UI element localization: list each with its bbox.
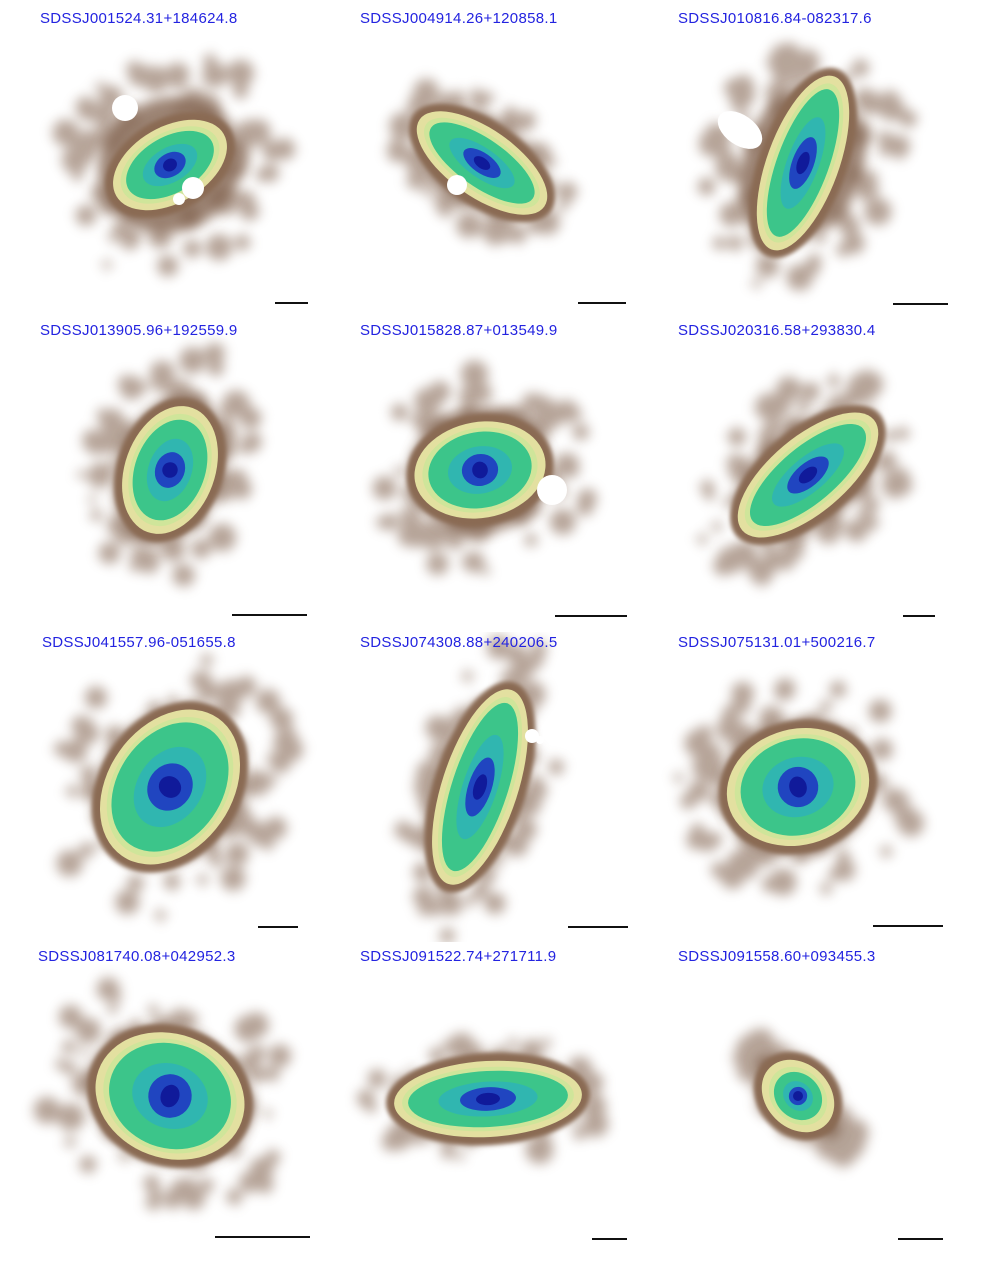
scale-bar	[258, 926, 298, 928]
scale-bar	[555, 615, 627, 617]
scale-bar	[898, 1238, 943, 1240]
galaxy-image	[394, 635, 564, 942]
galaxy-panel: SDSSJ091522.74+271711.9	[330, 946, 650, 1256]
galaxy-name-label: SDSSJ020316.58+293830.4	[678, 322, 876, 339]
galaxy-name-label: SDSSJ010816.84-082317.6	[678, 10, 872, 27]
galaxy-image	[54, 654, 304, 921]
galaxy-panel: SDSSJ020316.58+293830.4	[648, 320, 968, 630]
galaxy-image	[673, 678, 924, 896]
galaxy-name-label: SDSSJ001524.31+184624.8	[40, 10, 238, 27]
galaxy-image	[387, 78, 578, 246]
scale-bar	[275, 302, 308, 304]
galaxy-image	[77, 342, 262, 587]
galaxy-panel: SDSSJ010816.84-082317.6	[648, 8, 968, 318]
galaxy-panel: SDSSJ013905.96+192559.9	[10, 320, 330, 630]
scale-bar	[568, 926, 628, 928]
galaxy-name-label: SDSSJ015828.87+013549.9	[360, 322, 558, 339]
galaxy-name-label: SDSSJ081740.08+042952.3	[38, 948, 236, 965]
scale-bar	[578, 302, 626, 304]
scale-bar	[893, 303, 948, 305]
galaxy-image	[33, 977, 292, 1211]
galaxy-name-label: SDSSJ091558.60+093455.3	[678, 948, 876, 965]
galaxy-name-label: SDSSJ074308.88+240206.5	[360, 634, 558, 651]
galaxy-name-label: SDSSJ091522.74+271711.9	[360, 948, 557, 965]
scale-bar	[873, 925, 943, 927]
galaxy-name-label: SDSSJ013905.96+192559.9	[40, 322, 238, 339]
galaxy-name-label: SDSSJ041557.96-051655.8	[42, 634, 236, 651]
galaxy-image	[52, 53, 296, 277]
galaxy-panel: SDSSJ091558.60+093455.3	[648, 946, 968, 1256]
galaxy-name-label: SDSSJ075131.01+500216.7	[678, 634, 876, 651]
galaxy-panel: SDSSJ041557.96-051655.8	[10, 632, 330, 942]
galaxy-image	[697, 42, 917, 291]
scale-bar	[215, 1236, 310, 1238]
scale-bar	[232, 614, 307, 616]
galaxy-panel: SDSSJ004914.26+120858.1	[330, 8, 650, 318]
galaxy-name-label: SDSSJ004914.26+120858.1	[360, 10, 558, 27]
scale-bar	[903, 615, 935, 617]
galaxy-image	[372, 360, 597, 576]
galaxy-image	[697, 369, 913, 586]
galaxy-panel: SDSSJ075131.01+500216.7	[648, 632, 968, 942]
galaxy-panel: SDSSJ081740.08+042952.3	[10, 946, 330, 1256]
galaxy-panel: SDSSJ001524.31+184624.8	[10, 8, 330, 318]
galaxy-panel: SDSSJ074308.88+240206.5	[330, 632, 650, 942]
galaxy-image	[732, 1028, 869, 1168]
galaxy-panel: SDSSJ015828.87+013549.9	[330, 320, 650, 630]
galaxy-image	[357, 1032, 609, 1164]
scale-bar	[592, 1238, 627, 1240]
